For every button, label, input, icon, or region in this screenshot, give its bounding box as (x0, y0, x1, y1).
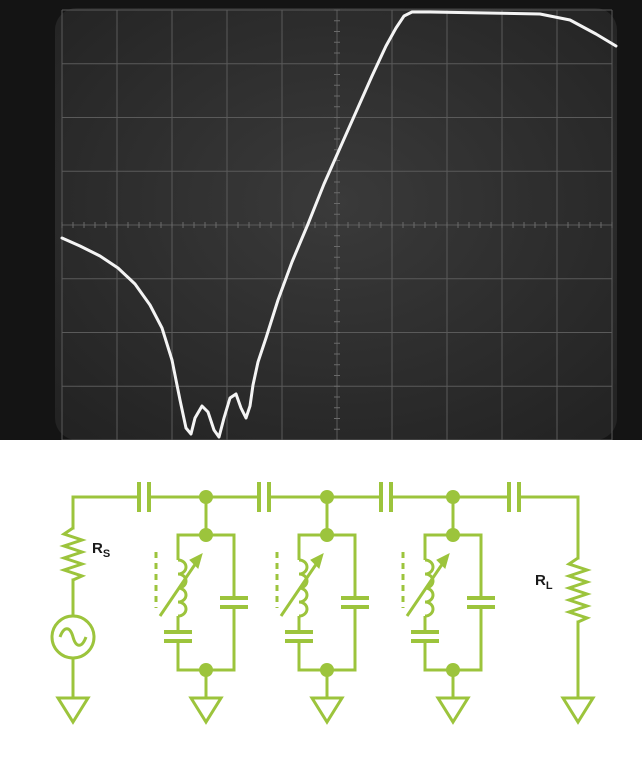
tuning-arrow (158, 559, 200, 617)
graticule-grid (61, 9, 613, 440)
load-resistor-label: RL (535, 572, 553, 592)
filter-schematic: RS RL (0, 440, 642, 774)
resonator-2 (275, 490, 369, 698)
response-trace (60, 10, 618, 439)
coupling-capacitors (137, 482, 521, 512)
resonators (154, 490, 495, 698)
ground-icon (188, 696, 224, 725)
resonator-1 (154, 490, 248, 698)
ground-icon (309, 696, 345, 725)
resonator-3 (401, 490, 495, 698)
ground-icon (55, 696, 91, 725)
ground-icon (435, 696, 471, 725)
load-resistor-symbol (564, 556, 592, 624)
oscilloscope-photo (0, 0, 642, 440)
ground-icon (560, 696, 596, 725)
source-resistor-symbol (59, 526, 87, 582)
source-resistor-label: RS (92, 540, 110, 560)
tuning-arrow (405, 559, 447, 617)
ground-symbols (55, 696, 596, 725)
ac-source-symbol (50, 614, 96, 660)
tuning-arrow (279, 559, 321, 617)
